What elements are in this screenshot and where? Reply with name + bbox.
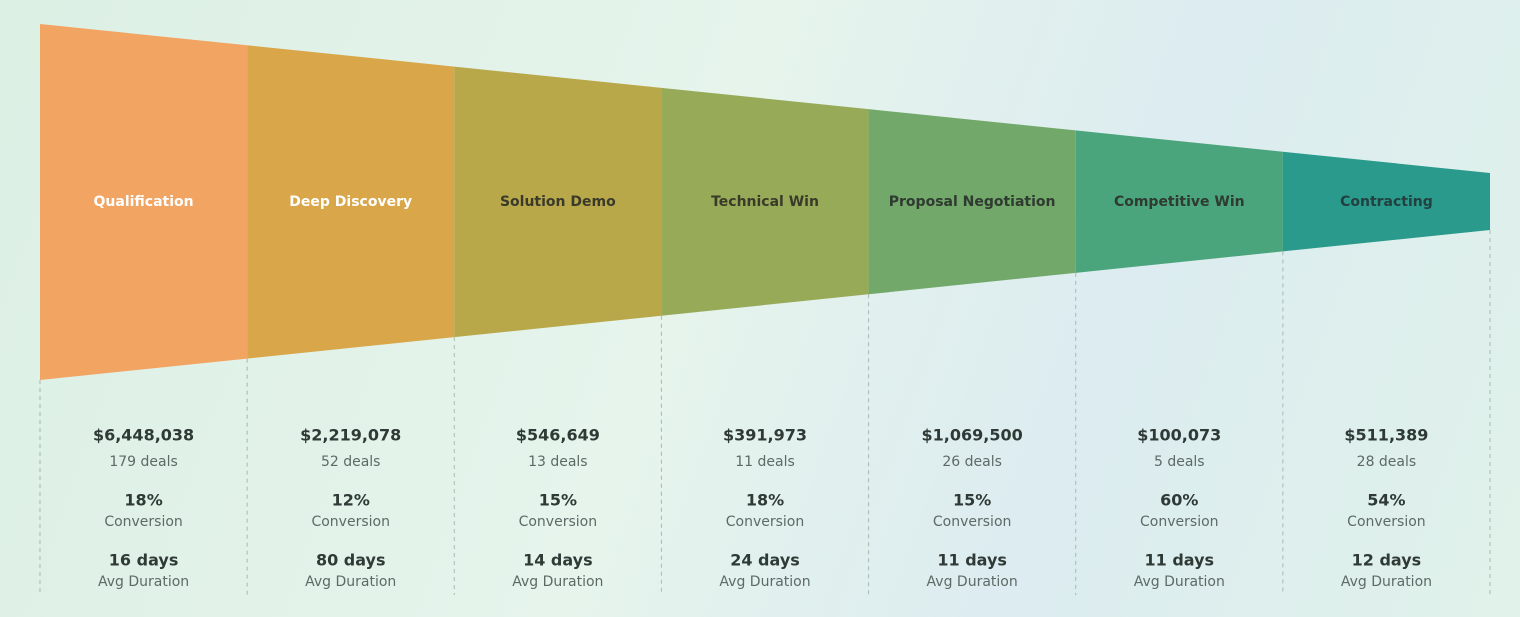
- conversion: 12%: [332, 491, 370, 510]
- duration: 11 days: [1145, 551, 1215, 570]
- amount: $1,069,500: [922, 426, 1023, 445]
- duration: 14 days: [523, 551, 593, 570]
- conversion-label: Conversion: [104, 514, 183, 530]
- duration-label: Avg Duration: [305, 574, 396, 590]
- funnel-segment: [40, 24, 248, 380]
- duration-label: Avg Duration: [719, 574, 810, 590]
- duration: 11 days: [937, 551, 1007, 570]
- funnel-segment: [661, 87, 869, 316]
- duration-label: Avg Duration: [512, 574, 603, 590]
- funnel-segment: [1282, 151, 1490, 252]
- duration-label: Avg Duration: [1134, 574, 1225, 590]
- amount: $511,389: [1344, 426, 1428, 445]
- duration: 80 days: [316, 551, 386, 570]
- amount: $100,073: [1137, 426, 1221, 445]
- funnel-segment: [247, 45, 455, 359]
- stage-name: Competitive Win: [1114, 194, 1245, 210]
- stage-name: Qualification: [94, 194, 194, 210]
- duration: 12 days: [1352, 551, 1422, 570]
- conversion-label: Conversion: [933, 514, 1012, 530]
- duration: 16 days: [109, 551, 179, 570]
- funnel-segment: [1075, 130, 1283, 273]
- funnel-segment: [868, 109, 1076, 295]
- stage-name: Contracting: [1340, 194, 1433, 210]
- duration: 24 days: [730, 551, 800, 570]
- deals: 28 deals: [1357, 454, 1417, 470]
- deals: 179 deals: [109, 454, 177, 470]
- duration-label: Avg Duration: [1341, 574, 1432, 590]
- duration-label: Avg Duration: [927, 574, 1018, 590]
- deals: 11 deals: [735, 454, 795, 470]
- stage-name: Proposal Negotiation: [889, 194, 1056, 210]
- conversion-label: Conversion: [1347, 514, 1426, 530]
- conversion-label: Conversion: [519, 514, 598, 530]
- funnel-segment: [454, 66, 662, 338]
- amount: $6,448,038: [93, 426, 194, 445]
- conversion-label: Conversion: [311, 514, 390, 530]
- duration-label: Avg Duration: [98, 574, 189, 590]
- conversion: 18%: [746, 491, 784, 510]
- conversion: 15%: [953, 491, 991, 510]
- conversion: 60%: [1160, 491, 1198, 510]
- amount: $2,219,078: [300, 426, 401, 445]
- conversion: 54%: [1367, 491, 1405, 510]
- amount: $546,649: [516, 426, 600, 445]
- deals: 13 deals: [528, 454, 588, 470]
- stage-name: Technical Win: [711, 194, 819, 210]
- conversion: 18%: [124, 491, 162, 510]
- deals: 52 deals: [321, 454, 381, 470]
- conversion-label: Conversion: [726, 514, 805, 530]
- conversion: 15%: [539, 491, 577, 510]
- stage-name: Solution Demo: [500, 194, 616, 210]
- deals: 26 deals: [942, 454, 1002, 470]
- conversion-label: Conversion: [1140, 514, 1219, 530]
- stage-name: Deep Discovery: [289, 194, 412, 210]
- deals: 5 deals: [1154, 454, 1205, 470]
- amount: $391,973: [723, 426, 807, 445]
